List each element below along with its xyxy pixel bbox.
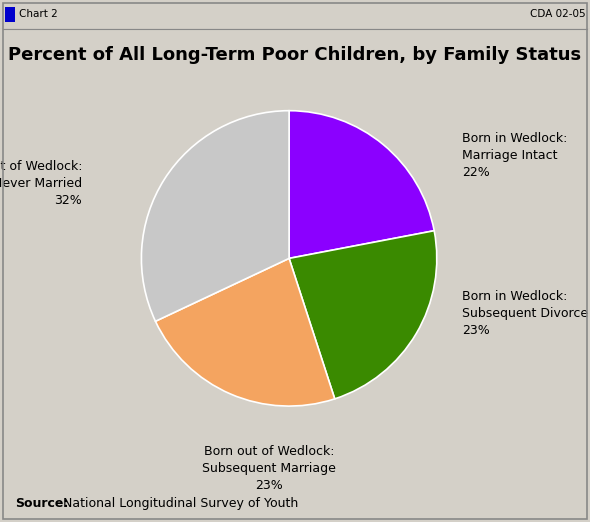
Text: Percent of All Long-Term Poor Children, by Family Status: Percent of All Long-Term Poor Children, …	[8, 46, 582, 64]
Wedge shape	[142, 111, 289, 321]
Wedge shape	[289, 231, 437, 399]
Wedge shape	[289, 111, 434, 258]
Text: Born out of Wedlock:
Subsequent Marriage
23%: Born out of Wedlock: Subsequent Marriage…	[202, 445, 336, 492]
Text: Born in Wedlock:
Subsequent Divorce
23%: Born in Wedlock: Subsequent Divorce 23%	[463, 290, 589, 337]
Text: Born in Wedlock:
Marriage Intact
22%: Born in Wedlock: Marriage Intact 22%	[463, 133, 568, 180]
Bar	[5, 7, 15, 21]
Wedge shape	[155, 258, 335, 406]
Text: Chart 2: Chart 2	[19, 9, 58, 19]
Text: CDA 02-05: CDA 02-05	[530, 9, 585, 19]
Text: Born out of Wedlock:
Mother Never Married
32%: Born out of Wedlock: Mother Never Marrie…	[0, 160, 83, 207]
Text: National Longitudinal Survey of Youth: National Longitudinal Survey of Youth	[59, 496, 299, 509]
Text: Source:: Source:	[15, 496, 68, 509]
